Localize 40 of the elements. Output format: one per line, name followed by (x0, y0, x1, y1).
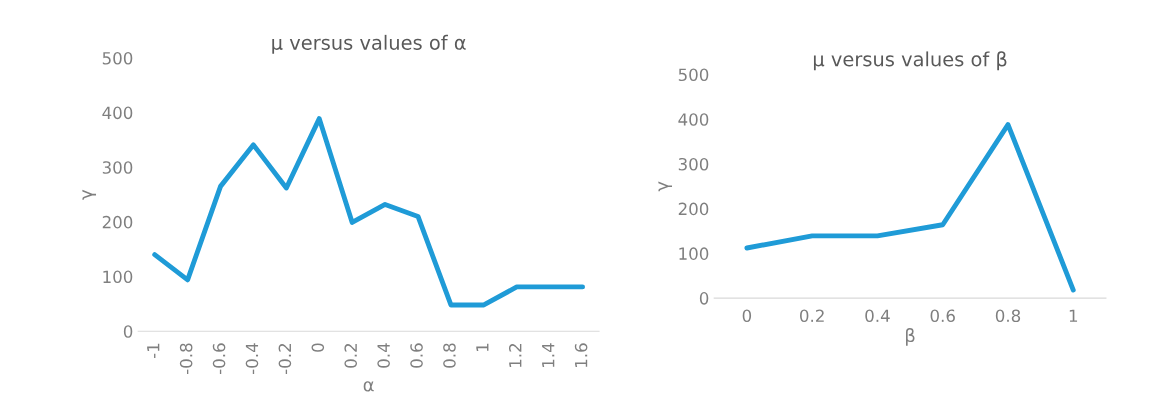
x-tick-label: -0.4 (245, 343, 259, 375)
x-tick-label: 0 (742, 309, 752, 323)
y-tick-label: 0 (123, 325, 133, 338)
y-tick-label: 400 (102, 106, 133, 120)
x-tick-label: 1 (476, 343, 489, 352)
x-tick-label: 0.6 (410, 343, 423, 368)
x-tick-label: 0.4 (377, 343, 390, 368)
y-tick-label: 100 (103, 270, 133, 284)
x-tick-label: 0.8 (995, 309, 1021, 323)
y-tick-label: 400 (678, 113, 709, 126)
x-tick-label: -1 (147, 343, 160, 359)
y-tick-label: 300 (678, 157, 709, 171)
x-tick-label: 0.2 (344, 343, 358, 368)
x-tick-label: 1 (1069, 309, 1078, 322)
x-tick-label: 0.8 (443, 343, 456, 368)
y-tick-label: 200 (678, 202, 709, 216)
line-series (744, 122, 1076, 293)
x-tick-label: 0.4 (865, 309, 890, 323)
y-tick-label: 100 (679, 247, 709, 260)
chart-title: µ versus values of β (813, 51, 1007, 71)
line-series (152, 116, 586, 308)
x-axis-title: β (906, 328, 915, 346)
y-tick-label: 200 (102, 215, 133, 229)
chart-title: µ versus values of α (272, 34, 466, 54)
y-tick-label: 300 (102, 161, 133, 174)
y-tick-label: 500 (102, 51, 133, 65)
x-tick-label: 1.6 (574, 343, 588, 367)
x-tick-label: 0.2 (800, 309, 824, 323)
x-tick-label: -0.2 (278, 343, 292, 375)
x-axis-title: α (363, 381, 374, 392)
y-tick-label: 0 (699, 292, 709, 305)
x-tick-label: -0.6 (212, 343, 226, 375)
x-tick-label: 1.4 (542, 343, 555, 367)
y-axis-title: γ (658, 181, 673, 192)
x-tick-label: 0.6 (930, 309, 955, 323)
y-tick-label: 500 (678, 68, 709, 82)
x-tick-label: 0 (311, 343, 325, 352)
x-tick-label: 1.2 (508, 343, 522, 367)
y-axis-title: γ (82, 189, 97, 200)
x-tick-label: -0.8 (179, 343, 193, 375)
